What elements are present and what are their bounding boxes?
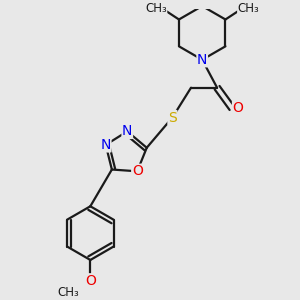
Text: O: O (132, 164, 143, 178)
Text: N: N (197, 53, 207, 67)
Text: S: S (168, 110, 177, 124)
Text: O: O (85, 274, 96, 288)
Text: CH₃: CH₃ (145, 2, 167, 15)
Text: O: O (232, 101, 243, 115)
Text: N: N (100, 138, 111, 152)
Text: CH₃: CH₃ (238, 2, 260, 15)
Text: CH₃: CH₃ (57, 286, 79, 299)
Text: N: N (122, 124, 133, 138)
